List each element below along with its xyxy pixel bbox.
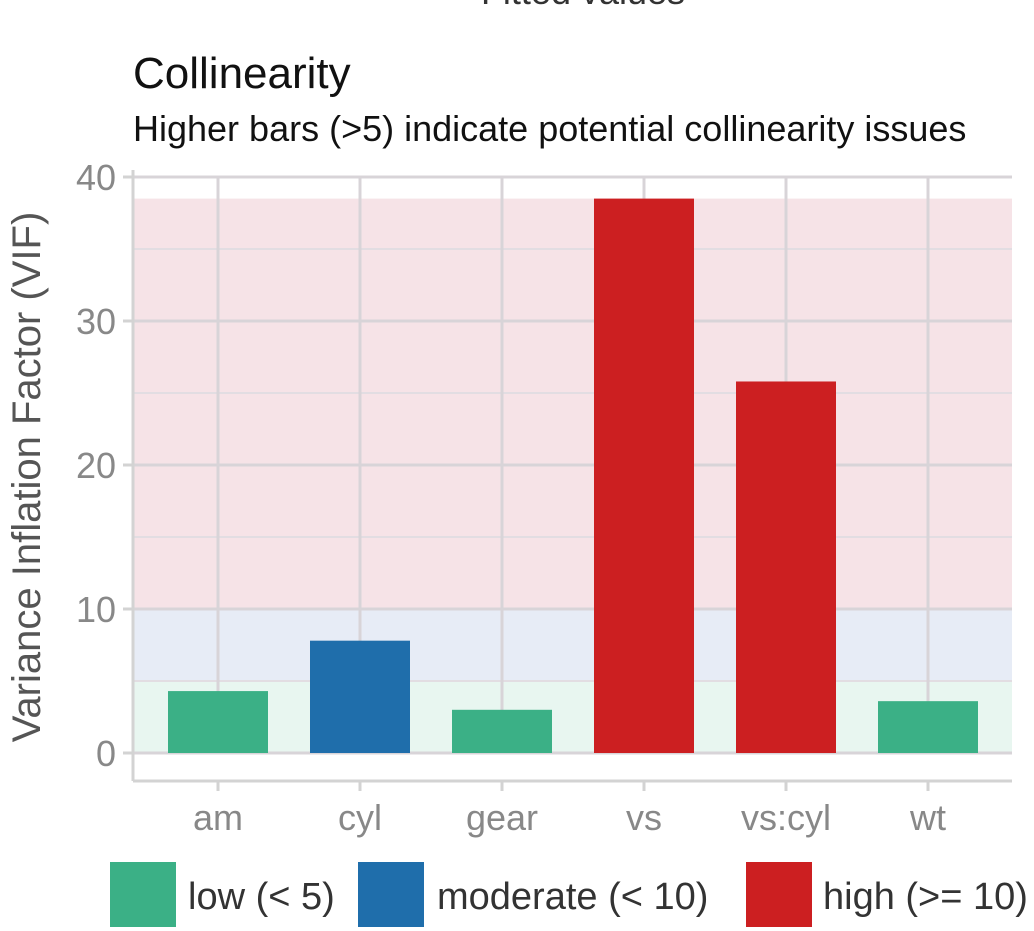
y-tick-label-40: 40 [76,157,116,198]
bar-wt [878,701,978,753]
bar-vs-cyl [736,381,836,753]
y-tick-labels: 0 10 20 30 40 [76,157,116,774]
band-low [133,681,1012,753]
legend: low (< 5) moderate (< 10) high (>= 10) [110,862,1028,927]
x-tick-label-cyl: cyl [338,797,382,838]
bar-am [168,691,268,753]
legend-key-low [110,862,176,927]
axes [123,170,1012,791]
chart-title: Collinearity [133,49,351,98]
legend-key-moderate [358,862,424,927]
x-tick-labels: am cyl gear vs vs:cyl wt [193,797,946,838]
y-tick-label-30: 30 [76,301,116,342]
y-tick-label-20: 20 [76,445,116,486]
x-tick-label-am: am [193,797,243,838]
x-tick-label-vs-cyl: vs:cyl [741,797,831,838]
legend-label-moderate: moderate (< 10) [437,876,708,918]
band-moderate [133,609,1012,681]
bar-vs [594,198,694,754]
x-tick-label-wt: wt [909,797,946,838]
top-cutoff-label: Fitted values [481,0,685,12]
bar-cyl [310,640,410,753]
legend-label-low: low (< 5) [188,876,335,918]
band-high [133,198,1012,609]
x-tick-label-gear: gear [466,797,538,838]
y-tick-label-0: 0 [96,733,116,774]
legend-label-high: high (>= 10) [823,876,1028,918]
bar-gear [452,709,552,753]
y-tick-label-10: 10 [76,589,116,630]
chart-subtitle: Higher bars (>5) indicate potential coll… [133,108,966,149]
risk-bands [133,198,1012,753]
x-tick-label-vs: vs [626,797,662,838]
y-axis-label: Variance Inflation Factor (VIF) [5,212,49,743]
bars [168,198,978,754]
legend-key-high [746,862,812,927]
